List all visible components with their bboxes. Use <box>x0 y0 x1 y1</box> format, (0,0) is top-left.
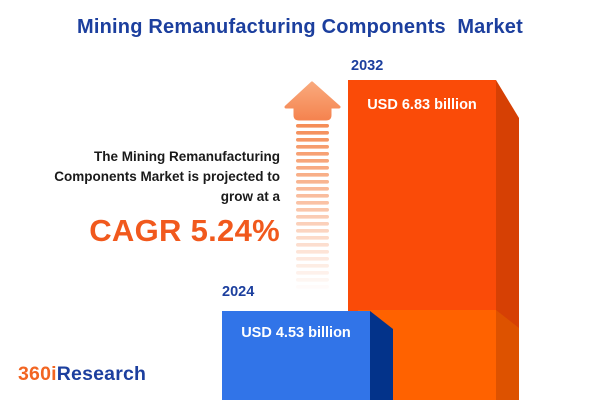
arrow-stripes <box>296 124 329 282</box>
arrow-head <box>284 81 341 121</box>
brand-logo-360i: 360i <box>18 363 57 385</box>
bar-label-2032: 2032 <box>351 58 384 74</box>
page-title: Mining Remanufacturing Components Market <box>76 16 523 38</box>
cagr-value: CAGR 5.24% <box>89 213 280 248</box>
bar-2024-side <box>370 311 393 400</box>
projection-line: Components Market is projected to <box>54 169 280 184</box>
projection-line: grow at a <box>220 189 280 204</box>
bar-2032-base-side <box>496 310 519 400</box>
growth-arrow-icon <box>284 81 341 282</box>
brand-logo-research: Research <box>56 363 147 385</box>
bar-label-2024: 2024 <box>222 284 255 300</box>
brand-logo: 360iResearch <box>18 363 146 386</box>
projection-text: The Mining Remanufacturing Components Ma… <box>40 147 280 249</box>
bar-value-2024: USD 4.53 billion <box>241 325 351 341</box>
projection-line: The Mining Remanufacturing <box>93 149 280 164</box>
bar-2024-front <box>222 311 370 400</box>
bar-value-2032: USD 6.83 billion <box>367 97 477 113</box>
